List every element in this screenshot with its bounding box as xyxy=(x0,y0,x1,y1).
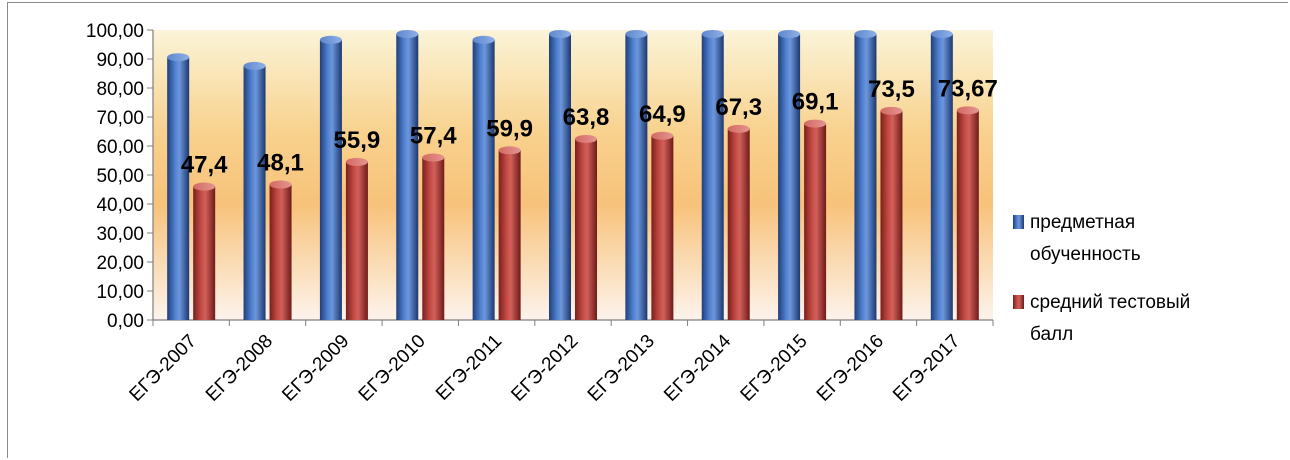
y-tick-label: 10,00 xyxy=(96,282,144,303)
y-tick-label: 40,00 xyxy=(96,195,144,216)
data-label: 63,8 xyxy=(563,104,610,131)
bar-average-score xyxy=(193,182,216,320)
data-label: 55,9 xyxy=(334,127,381,154)
bar-subject-mastery xyxy=(472,35,495,321)
data-label: 47,4 xyxy=(181,152,228,179)
bar-average-score xyxy=(651,131,674,320)
bar-subject-mastery xyxy=(319,35,342,321)
bar-subject-mastery xyxy=(854,30,877,320)
x-axis: ЕГЭ-2007 ЕГЭ-2008 ЕГЭ-2009 ЕГЭ-2010 ЕГЭ-2011… xyxy=(126,319,994,406)
legend-swatch xyxy=(1013,215,1024,229)
bar-subject-mastery xyxy=(243,61,266,321)
data-label: 69,1 xyxy=(792,89,839,116)
legend-item: средний тестовый балл xyxy=(1013,292,1190,345)
x-tick-label: ЕГЭ-2012 xyxy=(507,331,582,406)
bar-subject-mastery xyxy=(778,30,801,320)
y-axis: 0,00 10,00 20,00 30,00 40,00 50,00 60,00 70,00 8… xyxy=(86,21,154,332)
bar-average-score xyxy=(498,146,521,320)
legend-swatch xyxy=(1013,295,1024,309)
y-tick-label: 30,00 xyxy=(96,224,144,245)
bars xyxy=(167,30,979,321)
x-tick-label: ЕГЭ-2013 xyxy=(584,331,659,406)
bar-subject-mastery xyxy=(930,30,953,320)
x-tick-label: ЕГЭ-2014 xyxy=(660,330,735,405)
bar-subject-mastery xyxy=(701,30,724,320)
data-label: 67,3 xyxy=(715,94,762,121)
data-label: 48,1 xyxy=(257,150,304,177)
bar-subject-mastery xyxy=(396,30,419,320)
legend-label: предметная xyxy=(1030,212,1135,233)
bar-average-score xyxy=(269,180,292,320)
data-label: 59,9 xyxy=(486,115,533,142)
bar-average-score xyxy=(575,134,597,320)
bar-average-score xyxy=(804,119,827,320)
legend-item: предметная обученность xyxy=(1013,212,1141,265)
legend: предметная обученность средний тестовый бал… xyxy=(1013,212,1190,345)
chart-frame xyxy=(7,2,1288,458)
bar-average-score xyxy=(422,153,445,320)
y-tick-label: 100,00 xyxy=(86,21,144,42)
x-tick-label: ЕГЭ-2007 xyxy=(126,331,201,406)
data-label: 73,5 xyxy=(868,76,915,103)
plot-area xyxy=(153,30,993,320)
bar-average-score xyxy=(345,157,368,320)
x-tick-label: ЕГЭ-2010 xyxy=(355,331,430,406)
legend-label: балл xyxy=(1030,324,1073,345)
bar-subject-mastery xyxy=(549,30,571,320)
bar-average-score xyxy=(956,106,979,321)
x-tick-label: ЕГЭ-2009 xyxy=(278,331,353,406)
y-tick-label: 20,00 xyxy=(96,253,144,274)
y-tick-label: 50,00 xyxy=(96,166,144,187)
y-tick-label: 90,00 xyxy=(96,50,144,71)
x-tick-label: ЕГЭ-2015 xyxy=(737,331,812,406)
x-tick-label: ЕГЭ-2017 xyxy=(889,331,964,406)
legend-label: обученность xyxy=(1030,244,1141,265)
x-tick-label: ЕГЭ-2008 xyxy=(202,331,277,406)
y-tick-label: 80,00 xyxy=(96,79,144,100)
y-tick-label: 70,00 xyxy=(96,108,144,129)
bar-average-score xyxy=(880,106,903,320)
data-labels: 47,4 48,1 55,9 57,4 59,9 63,8 64,9 67,3 69,1 73,5… xyxy=(181,75,998,178)
x-tick-label: ЕГЭ-2016 xyxy=(813,331,888,406)
data-label: 73,67 xyxy=(938,75,998,102)
legend-label: средний тестовый xyxy=(1030,292,1190,313)
bar-subject-mastery xyxy=(167,53,190,320)
y-tick-label: 0,00 xyxy=(107,311,144,332)
data-label: 57,4 xyxy=(410,123,457,150)
bar-subject-mastery xyxy=(625,30,648,320)
data-label: 64,9 xyxy=(639,101,686,128)
bar-average-score xyxy=(727,124,750,320)
x-tick-label: ЕГЭ-2011 xyxy=(432,331,506,405)
y-tick-label: 60,00 xyxy=(96,137,144,158)
